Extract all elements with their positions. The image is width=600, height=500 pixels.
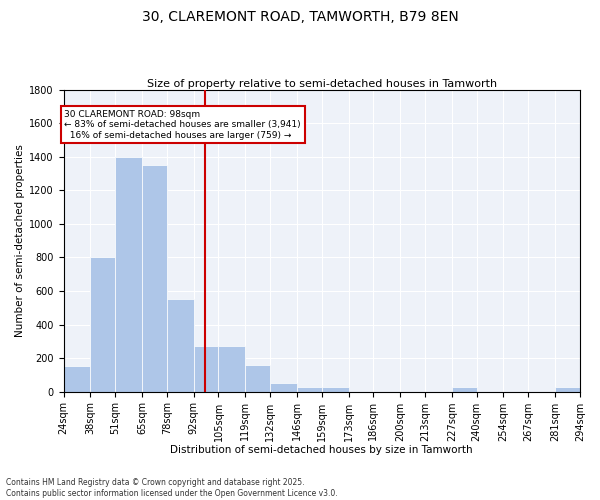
Bar [245,365,270,392]
Bar [555,386,580,392]
Bar [90,258,115,392]
Y-axis label: Number of semi-detached properties: Number of semi-detached properties [15,144,25,337]
Text: 30 CLAREMONT ROAD: 98sqm
← 83% of semi-detached houses are smaller (3,941)
  16%: 30 CLAREMONT ROAD: 98sqm ← 83% of semi-d… [64,110,301,140]
Bar [167,300,194,392]
Bar [194,346,218,392]
Bar [452,386,477,392]
Bar [297,386,322,392]
Bar [115,157,142,392]
Bar [218,346,245,392]
Text: Contains HM Land Registry data © Crown copyright and database right 2025.
Contai: Contains HM Land Registry data © Crown c… [6,478,338,498]
Text: 30, CLAREMONT ROAD, TAMWORTH, B79 8EN: 30, CLAREMONT ROAD, TAMWORTH, B79 8EN [142,10,458,24]
Title: Size of property relative to semi-detached houses in Tamworth: Size of property relative to semi-detach… [146,79,497,89]
Bar [322,386,349,392]
Bar [64,366,90,392]
X-axis label: Distribution of semi-detached houses by size in Tamworth: Distribution of semi-detached houses by … [170,445,473,455]
Bar [142,165,167,392]
Bar [270,383,297,392]
